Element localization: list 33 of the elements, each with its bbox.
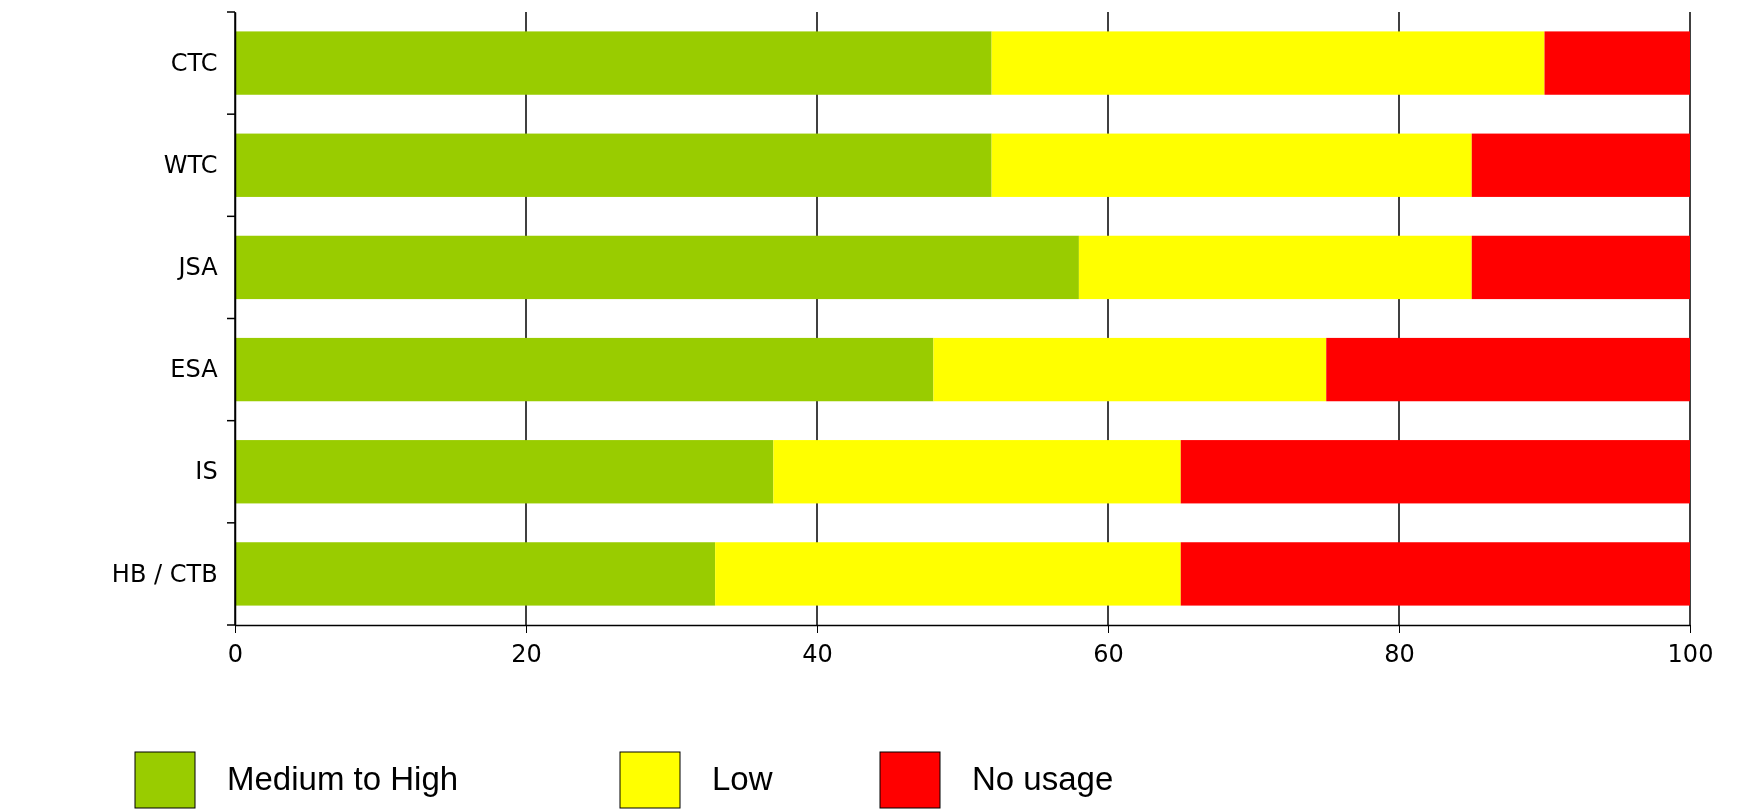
legend-label: Medium to High [227, 760, 459, 797]
legend-label: No usage [972, 760, 1114, 797]
bar [1180, 440, 1690, 504]
x-tick-label: 40 [802, 640, 833, 669]
x-tick-label: 60 [1093, 640, 1124, 669]
y-tick-label: WTC [163, 150, 218, 179]
y-tick-label: IS [195, 457, 218, 486]
bar [715, 542, 1181, 606]
bar [235, 337, 934, 402]
bar [235, 440, 774, 504]
bar [235, 235, 1079, 300]
bar [933, 337, 1327, 402]
bar [991, 31, 1545, 95]
bar [991, 133, 1472, 197]
bar [1180, 542, 1690, 606]
x-tick-label: 100 [1667, 640, 1714, 669]
y-tick-label: JSA [176, 253, 219, 282]
bar [1544, 31, 1690, 95]
y-tick-label: ESA [170, 355, 219, 384]
bar [1471, 235, 1690, 300]
y-tick-label: CTC [170, 48, 218, 77]
x-tick-label: 80 [1384, 640, 1415, 669]
x-tick-label: 20 [511, 640, 542, 669]
bar [1471, 133, 1690, 197]
bar [773, 440, 1181, 504]
bar [235, 133, 992, 197]
bar [235, 31, 992, 95]
x-tick-label: 0 [227, 640, 244, 669]
y-tick-label: HB / CTB [111, 559, 218, 588]
bar [235, 542, 716, 606]
bar [1326, 337, 1690, 402]
legend-label: Low [712, 760, 773, 797]
bar [1078, 235, 1472, 300]
